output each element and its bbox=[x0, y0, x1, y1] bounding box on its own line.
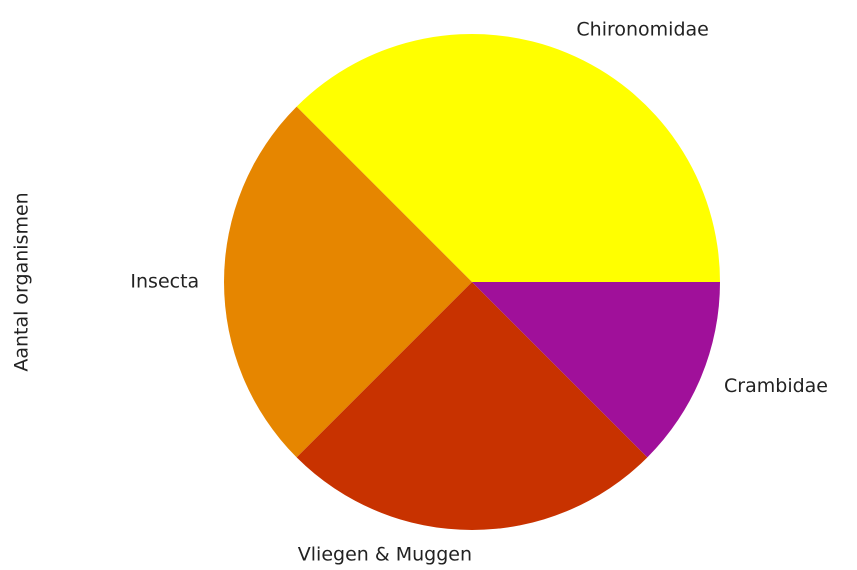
y-axis-label: Aantal organismen bbox=[11, 192, 33, 371]
pie-slice bbox=[472, 282, 720, 458]
slice-label: Chironomidae bbox=[576, 18, 708, 40]
pie-slice bbox=[224, 106, 472, 458]
pie-slice bbox=[296, 34, 720, 283]
pie-slice bbox=[296, 282, 648, 530]
slice-label: Crambidae bbox=[724, 375, 828, 397]
slice-label: Vliegen & Muggen bbox=[298, 543, 472, 565]
slice-label: Insecta bbox=[130, 271, 199, 293]
